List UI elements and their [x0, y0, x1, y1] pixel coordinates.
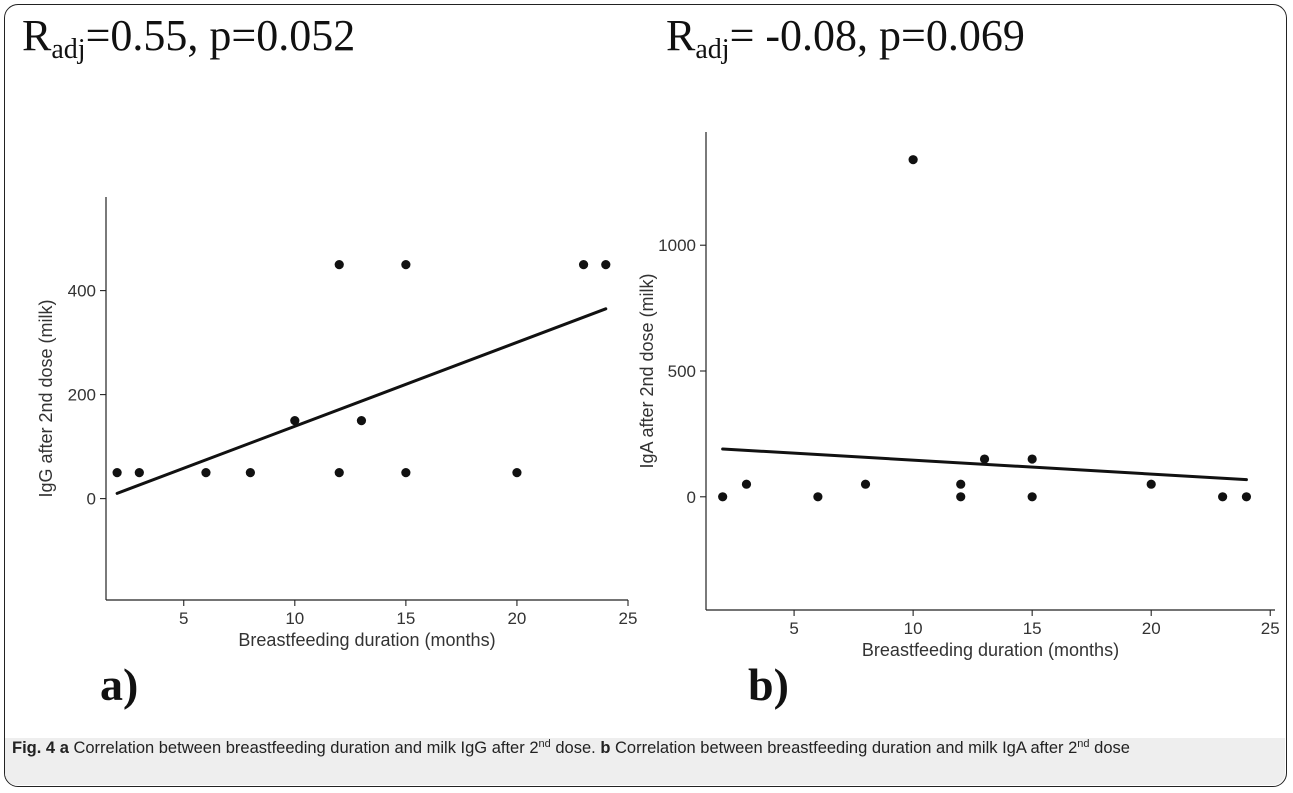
- igg-data-point: [601, 260, 611, 270]
- igg-x-tick-label: 15: [396, 609, 415, 628]
- igg-data-point: [401, 260, 411, 270]
- figure-caption: Fig. 4 a Correlation between breastfeedi…: [12, 737, 1262, 760]
- caption-a-end: dose.: [555, 739, 596, 757]
- igg-regression-line: [115, 307, 608, 495]
- igg-data-point: [112, 468, 122, 478]
- igg-data-point: [578, 260, 589, 270]
- iga-y-tick-label: 0: [687, 488, 696, 507]
- panel-a-label: a): [100, 659, 139, 710]
- igg-data-point: [401, 468, 411, 478]
- igg-data-point: [334, 260, 344, 270]
- iga-x-tick-label: 5: [789, 619, 798, 638]
- igg-data-point: [245, 468, 255, 478]
- caption-a-label: a: [59, 739, 69, 757]
- iga-data-point: [741, 479, 752, 489]
- igg-data-point: [134, 468, 144, 478]
- igg-data-point: [290, 416, 300, 426]
- iga-data-point: [956, 492, 966, 502]
- caption-a-sup: nd: [538, 738, 551, 750]
- igg-y-axis-label: IgG after 2nd dose (milk): [36, 299, 56, 497]
- iga-data-point: [979, 454, 990, 464]
- iga-data-point: [1027, 492, 1037, 502]
- iga-data-point: [956, 479, 966, 489]
- caption-a-text: Correlation between breastfeeding durati…: [73, 739, 539, 757]
- iga-data-point: [860, 479, 871, 489]
- igg-y-tick-label: 0: [87, 490, 96, 509]
- iga-x-tick-label: 15: [1023, 619, 1042, 638]
- igg-data-point: [201, 468, 211, 478]
- iga-y-tick-label: 500: [668, 362, 696, 381]
- iga-x-tick-label: 20: [1142, 619, 1161, 638]
- igg-data-point: [512, 468, 522, 478]
- iga-data-point: [1218, 492, 1228, 502]
- iga-data-point: [1146, 479, 1156, 489]
- igg-x-tick-label: 5: [179, 609, 188, 628]
- caption-b-text: Correlation between breastfeeding durati…: [615, 739, 1078, 757]
- panel-b-label: b): [748, 659, 789, 710]
- figure-frame: [4, 4, 1287, 787]
- igg-x-tick-label: 10: [285, 609, 304, 628]
- igg-data-point: [334, 468, 344, 478]
- iga-data-point: [908, 155, 918, 165]
- igg-y-tick-label: 200: [68, 386, 96, 405]
- caption-b-sup: nd: [1077, 738, 1090, 750]
- iga-regression-line: [721, 447, 1248, 482]
- caption-background: [5, 738, 1285, 785]
- iga-x-tick-label: 10: [904, 619, 923, 638]
- iga-y-axis-label: IgA after 2nd dose (milk): [637, 273, 657, 468]
- igg-x-tick-label: 20: [507, 609, 526, 628]
- caption-b-end: dose: [1094, 739, 1130, 757]
- iga-x-axis-label: Breastfeeding duration (months): [862, 640, 1119, 660]
- caption-fig-label: Fig. 4: [12, 739, 56, 757]
- igg-data-point: [356, 416, 367, 426]
- panel-a-stat-title: Radj=0.55, p=0.052: [22, 11, 356, 65]
- iga-data-point: [813, 492, 823, 502]
- caption-b-label: b: [600, 739, 611, 757]
- iga-x-tick-label: 25: [1261, 619, 1280, 638]
- iga-data-point: [1241, 492, 1252, 502]
- iga-data-point: [1027, 454, 1037, 464]
- iga-y-tick-label: 1000: [658, 236, 696, 255]
- panel-b-stat-title: Radj= -0.08, p=0.069: [666, 11, 1025, 65]
- igg-x-axis-label: Breastfeeding duration (months): [238, 630, 495, 650]
- igg-y-tick-label: 400: [68, 282, 96, 301]
- igg-x-tick-label: 25: [619, 609, 638, 628]
- iga-data-point: [718, 492, 728, 502]
